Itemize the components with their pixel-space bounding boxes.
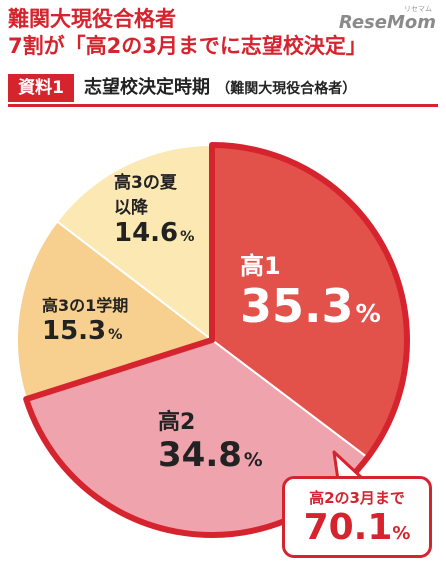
label-koko1-unit: % xyxy=(355,299,381,328)
label-koko3-summer: 高3の夏 以降 14.6% xyxy=(114,168,194,252)
label-koko2-name: 高2 xyxy=(158,410,196,435)
chart-title-text: 志望校決定時期 xyxy=(84,77,210,98)
headline: 難関大現役合格者 7割が「高2の3月までに志望校決定」 xyxy=(8,6,367,60)
pie-slice-koko3-summer xyxy=(55,143,213,343)
label-koko1-name: 高1 xyxy=(240,252,281,280)
label-koko1-value: 35.3% xyxy=(240,281,381,339)
callout-number: 70.1 xyxy=(303,507,393,548)
title-underline xyxy=(8,104,438,107)
callout-unit: % xyxy=(392,523,411,544)
label-koko3-summer-value: 14.6% xyxy=(114,218,194,252)
label-koko3-1-number: 15.3 xyxy=(42,316,107,346)
headline-line-2: 7割が「高2の3月までに志望校決定」 xyxy=(8,34,367,58)
chart-title-note: （難関大現役合格者） xyxy=(216,81,357,97)
label-koko3-summer-line1: 高3の夏 xyxy=(114,173,177,193)
label-koko2-number: 34.8 xyxy=(158,435,242,475)
headline-line-1: 難関大現役合格者 xyxy=(8,7,176,31)
cumulative-outline xyxy=(23,142,410,538)
callout-label: 高2の3月まで xyxy=(309,489,405,507)
label-koko2: 高2 34.8% xyxy=(158,404,263,480)
label-koko2-value: 34.8% xyxy=(158,436,263,480)
cumulative-callout: 高2の3月まで 70.1% xyxy=(282,476,432,558)
label-koko3-summer-unit: % xyxy=(180,229,195,245)
label-koko3-1-name: 高3の1学期 xyxy=(42,296,129,315)
brand-ruby: リセマム xyxy=(404,5,432,13)
callout-value: 70.1% xyxy=(285,508,429,554)
label-koko1-number: 35.3 xyxy=(240,279,354,333)
label-koko3-1: 高3の1学期 15.3% xyxy=(42,292,128,350)
brand-logo: ReseMom xyxy=(338,12,436,33)
source-badge: 資料1 xyxy=(8,74,74,102)
label-koko3-1-value: 15.3% xyxy=(42,316,128,350)
chart-title: 志望校決定時期 （難関大現役合格者） xyxy=(84,74,356,102)
label-koko3-summer-number: 14.6 xyxy=(114,218,179,248)
label-koko3-summer-line2: 以降 xyxy=(114,198,148,218)
label-koko1: 高1 35.3% xyxy=(240,246,381,339)
label-koko3-1-unit: % xyxy=(108,327,123,343)
label-koko2-unit: % xyxy=(243,450,263,471)
